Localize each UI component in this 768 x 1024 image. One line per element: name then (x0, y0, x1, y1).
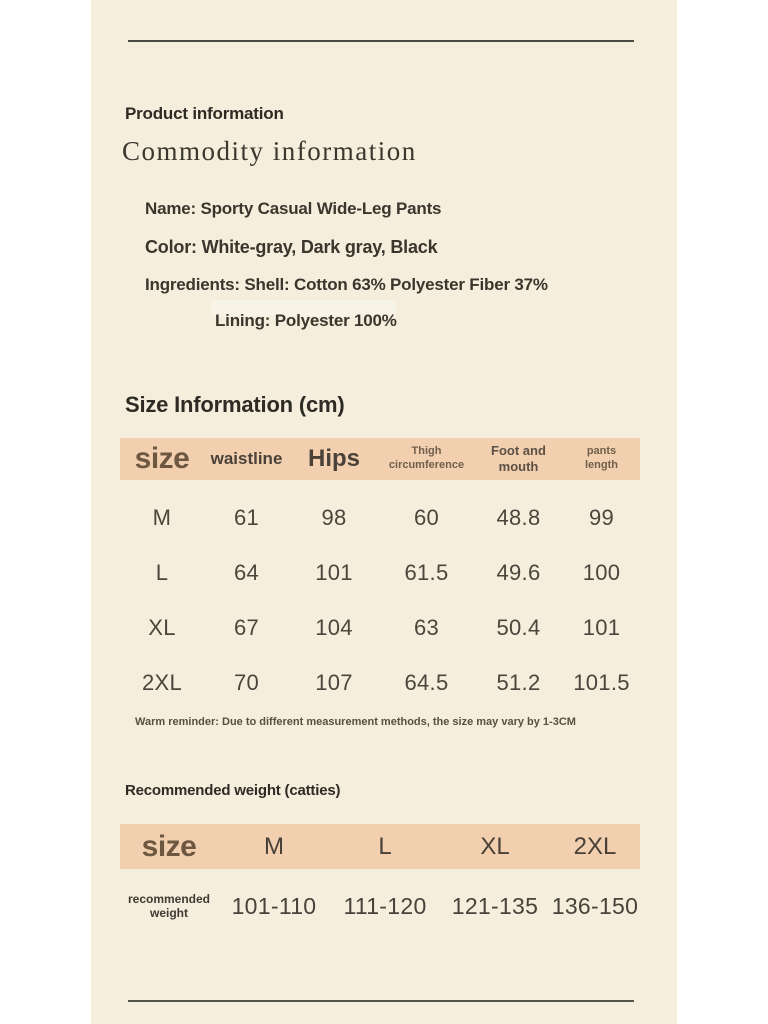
weight-table-header: size M L XL 2XL (120, 824, 640, 869)
table-row: L 64 101 61.5 49.6 100 (120, 545, 640, 600)
row-size: 2XL (141, 669, 183, 695)
size-col-header: size (141, 829, 197, 863)
hips-col-header: Hips (307, 445, 360, 472)
row-length: 101.5 (573, 669, 630, 695)
row-foot: 49.6 (496, 559, 541, 585)
row-thigh: 63 (413, 614, 440, 640)
row-hips: 98 (321, 504, 347, 530)
section-subtitle: Product information (125, 104, 284, 123)
size-table-body: M 61 98 60 48.8 99 L 64 101 61.5 49.6 10… (120, 490, 640, 710)
row-length: 100 (582, 559, 621, 585)
row-waistline: 70 (233, 669, 260, 695)
product-info-sheet: Product information Commodity informatio… (91, 0, 677, 1024)
row-thigh: 64.5 (404, 669, 449, 695)
row-hips: 107 (315, 669, 353, 695)
pants-length-col-header: pants length (585, 445, 618, 471)
size-col-header: size (134, 442, 190, 475)
row-size: L (155, 559, 169, 585)
row-size: M (152, 504, 172, 530)
row-hips: 101 (315, 559, 353, 585)
row-length: 99 (588, 504, 615, 530)
row-size: XL (148, 614, 176, 640)
foot-col-header: Foot and mouth (491, 443, 546, 474)
row-waistline: 64 (233, 559, 260, 585)
row-thigh: 61.5 (404, 559, 449, 585)
table-row: M 61 98 60 48.8 99 (120, 490, 640, 545)
watermark-smudge (211, 300, 396, 316)
size-table-header: size waistline Hips Thigh circumference … (120, 438, 640, 480)
table-row: 2XL 70 107 64.5 51.2 101.5 (120, 655, 640, 710)
weight-xxl: 136-150 (551, 892, 639, 919)
weight-l: 111-120 (343, 892, 427, 919)
size-section-title: Size Information (cm) (125, 392, 345, 417)
bottom-divider (128, 1000, 634, 1002)
page-title: Commodity information (122, 136, 417, 166)
weight-table-row: recommended weight 101-110 111-120 121-1… (120, 886, 640, 926)
row-waistline: 67 (233, 614, 260, 640)
xxl-col-header: 2XL (573, 832, 617, 860)
waistline-col-header: waistline (210, 449, 283, 468)
product-name: Name: Sporty Casual Wide-Leg Pants (145, 199, 442, 218)
weight-m: 101-110 (231, 892, 317, 919)
table-row: XL 67 104 63 50.4 101 (120, 600, 640, 655)
product-ingredients: Ingredients: Shell: Cotton 63% Polyester… (145, 275, 548, 294)
row-length: 101 (582, 614, 621, 640)
row-foot: 50.4 (496, 614, 541, 640)
product-lining: Lining: Polyester 100% (215, 311, 397, 330)
xl-col-header: XL (480, 832, 510, 860)
weight-row-label: recommended weight (127, 892, 211, 920)
weight-xl: 121-135 (451, 892, 539, 919)
row-foot: 51.2 (496, 669, 541, 695)
size-note: Warm reminder: Due to different measurem… (135, 716, 576, 728)
top-divider (128, 40, 634, 42)
row-hips: 104 (315, 614, 353, 640)
row-foot: 48.8 (496, 504, 541, 530)
m-col-header: M (264, 832, 284, 860)
weight-section-title: Recommended weight (catties) (125, 782, 341, 799)
row-thigh: 60 (413, 504, 440, 530)
row-waistline: 61 (233, 504, 260, 530)
thigh-col-header: Thigh circumference (388, 445, 465, 471)
product-color: Color: White-gray, Dark gray, Black (145, 237, 438, 257)
l-col-header: L (378, 832, 392, 860)
